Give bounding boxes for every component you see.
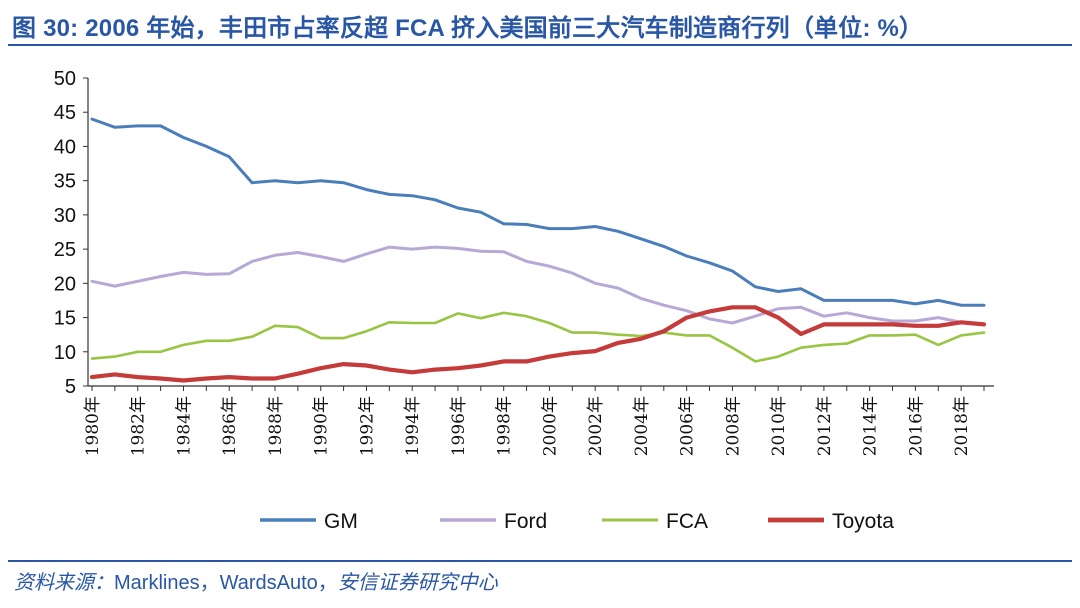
x-tick-label: 1994年 bbox=[403, 396, 423, 456]
y-tick-label: 10 bbox=[54, 342, 76, 364]
x-tick-label: 1996年 bbox=[449, 396, 469, 456]
x-tick-label: 2016年 bbox=[906, 396, 926, 456]
y-tick-label: 15 bbox=[54, 308, 76, 330]
x-tick-label: 2000年 bbox=[540, 396, 560, 456]
series-line-fca bbox=[90, 311, 986, 363]
y-tick-label: 40 bbox=[54, 136, 76, 158]
x-tick-label: 1984年 bbox=[174, 396, 194, 456]
x-tick-label: 1990年 bbox=[312, 396, 332, 456]
x-tick-label: 1992年 bbox=[357, 396, 377, 456]
legend-label-ford: Ford bbox=[504, 510, 547, 533]
source-label: 资料来源： bbox=[14, 572, 114, 594]
x-tick-label: 2008年 bbox=[723, 396, 743, 456]
chart-legend: GM Ford FCA Toyota bbox=[260, 510, 894, 533]
x-tick-label: 1986年 bbox=[220, 396, 240, 456]
x-tick-label: 2012年 bbox=[815, 396, 835, 456]
y-tick-label: 25 bbox=[54, 239, 76, 261]
series-line-gm bbox=[90, 117, 986, 307]
x-tick-label: 1988年 bbox=[266, 396, 286, 456]
legend-label-toyota: Toyota bbox=[832, 510, 894, 533]
source-text: Marklines，WardsAuto， bbox=[114, 572, 338, 594]
y-tick-label: 30 bbox=[54, 205, 76, 227]
x-tick-label: 2002年 bbox=[586, 396, 606, 456]
legend-label-gm: GM bbox=[324, 510, 358, 533]
source-rule bbox=[8, 560, 1072, 562]
chart-axes: 5 10 15 20 25 30 35 40 45 50 1980年 1982年 1984年 1986年 1… bbox=[54, 68, 994, 456]
y-tick-label: 5 bbox=[65, 376, 76, 398]
x-tick-label: 1980年 bbox=[83, 396, 103, 456]
source-org: 安信证券研究中心 bbox=[337, 572, 498, 594]
chart-title: 图 30: 2006 年始，丰田市占率反超 FCA 挤入美国前三大汽车制造商行列… bbox=[12, 15, 924, 42]
source-note: 资料来源：Marklines，WardsAuto，安信证券研究中心 bbox=[14, 566, 498, 595]
y-tick-label: 45 bbox=[54, 102, 76, 124]
title-rule bbox=[8, 44, 1072, 46]
x-tick-label: 2004年 bbox=[632, 396, 652, 456]
y-tick-label: 35 bbox=[54, 171, 76, 193]
x-tick-label: 2006年 bbox=[678, 396, 698, 456]
series-line-ford bbox=[90, 245, 986, 326]
x-tick-label: 2014年 bbox=[861, 396, 881, 456]
x-tick-label: 1998年 bbox=[495, 396, 515, 456]
x-tick-label: 2018年 bbox=[952, 396, 972, 456]
y-tick-label: 50 bbox=[54, 68, 76, 90]
series-line-toyota bbox=[89, 305, 987, 383]
legend-label-fca: FCA bbox=[666, 510, 708, 533]
x-tick-label: 2010年 bbox=[769, 396, 789, 456]
chart-series bbox=[89, 117, 987, 383]
x-tick-label: 1982年 bbox=[129, 396, 149, 456]
line-chart: 5 10 15 20 25 30 35 40 45 50 1980年 1982年 1984年 1986年 1… bbox=[54, 68, 994, 533]
y-tick-label: 20 bbox=[54, 273, 76, 295]
